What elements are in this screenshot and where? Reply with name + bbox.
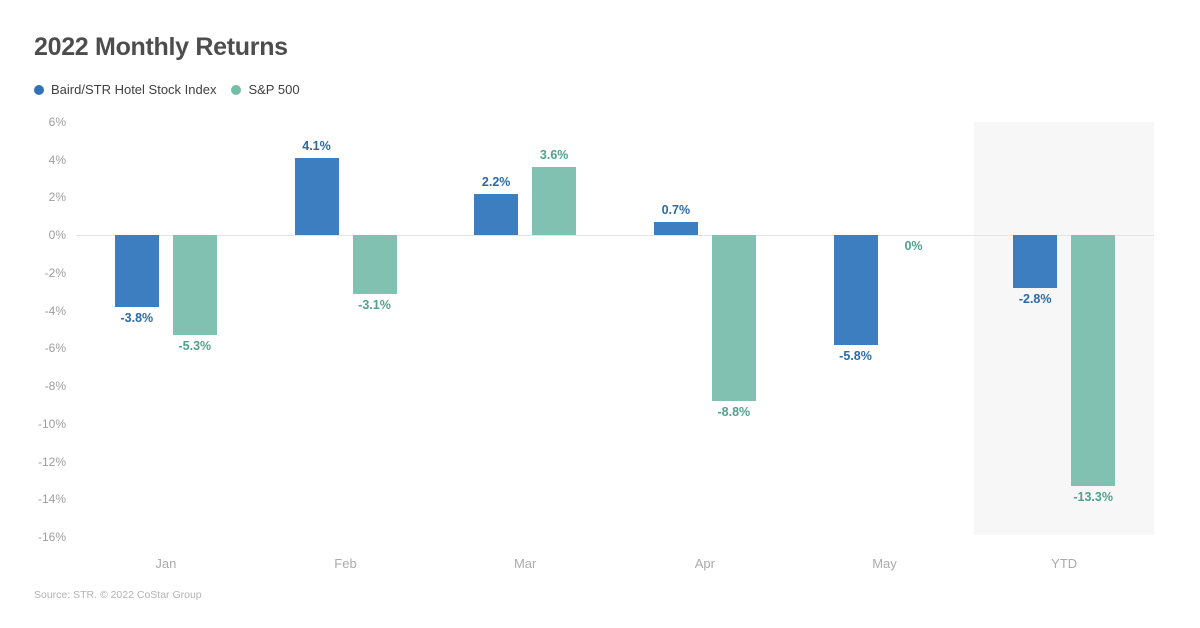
legend-item-baird: Baird/STR Hotel Stock Index (34, 82, 216, 97)
y-axis-tick-label: -4% (44, 303, 66, 318)
y-axis-tick-label: 4% (48, 152, 66, 167)
bar-value-label: 4.1% (302, 138, 331, 153)
chart-title: 2022 Monthly Returns (34, 33, 288, 61)
legend-label-baird: Baird/STR Hotel Stock Index (51, 82, 217, 97)
bar-value-label: -5.8% (839, 348, 872, 363)
y-axis-tick-label: 6% (48, 115, 66, 129)
x-axis-category-label: Mar (513, 556, 537, 571)
x-axis-category-label: May (872, 556, 897, 571)
bar-baird (474, 193, 519, 236)
y-axis-tick-label: -6% (44, 341, 66, 356)
x-axis-category-label: Apr (694, 556, 715, 571)
y-axis-tick-label: 2% (48, 190, 66, 205)
legend-dot-sp500-icon (231, 84, 242, 95)
x-axis-category-label: Jan (155, 556, 177, 571)
ytd-highlight-panel (974, 122, 1154, 535)
y-axis-tick-label: 0% (48, 228, 66, 243)
bar-baird (653, 221, 698, 236)
y-axis-tick-label: -8% (44, 379, 66, 394)
bar-sp500 (352, 235, 397, 294)
bar-value-label: -2.8% (1018, 292, 1052, 306)
legend-label-sp500: S&P 500 (248, 82, 300, 97)
y-axis-tick-label: -2% (44, 265, 66, 280)
legend: Baird/STR Hotel Stock Index S&P 500 (34, 82, 300, 97)
bar-baird (833, 235, 878, 345)
bar-baird (1013, 235, 1058, 288)
bar-value-label: -8.8% (717, 405, 751, 420)
bar-sp500 (532, 167, 577, 236)
bar-value-label: 2.2% (481, 174, 511, 189)
bar-baird (294, 157, 339, 236)
bar-value-label: -5.3% (178, 339, 212, 354)
y-axis-tick-label: -16% (37, 530, 66, 544)
bar-value-label: -3.1% (358, 297, 391, 312)
bar-value-label: 3.6% (539, 148, 569, 163)
bar-sp500 (711, 235, 756, 402)
source-note: Source: STR. © 2022 CoStar Group (34, 589, 202, 601)
legend-item-sp500: S&P 500 (231, 82, 300, 97)
bar-sp500 (1071, 235, 1116, 487)
bar-value-label: 0% (904, 239, 923, 254)
y-axis-tick-label: -12% (37, 454, 66, 469)
x-axis-category-label: Feb (334, 556, 357, 571)
y-axis-tick-label: -10% (37, 416, 66, 431)
zero-axis-line (76, 235, 1154, 236)
legend-dot-baird-icon (34, 84, 44, 95)
bar-value-label: -13.3% (1073, 490, 1113, 505)
x-axis-category-label: YTD (1051, 556, 1078, 571)
bar-baird (114, 235, 159, 307)
bar-sp500 (172, 235, 217, 336)
bar-value-label: 0.7% (661, 202, 691, 217)
bar-value-label: -3.8% (120, 310, 154, 325)
y-axis-tick-label: -14% (37, 492, 66, 507)
